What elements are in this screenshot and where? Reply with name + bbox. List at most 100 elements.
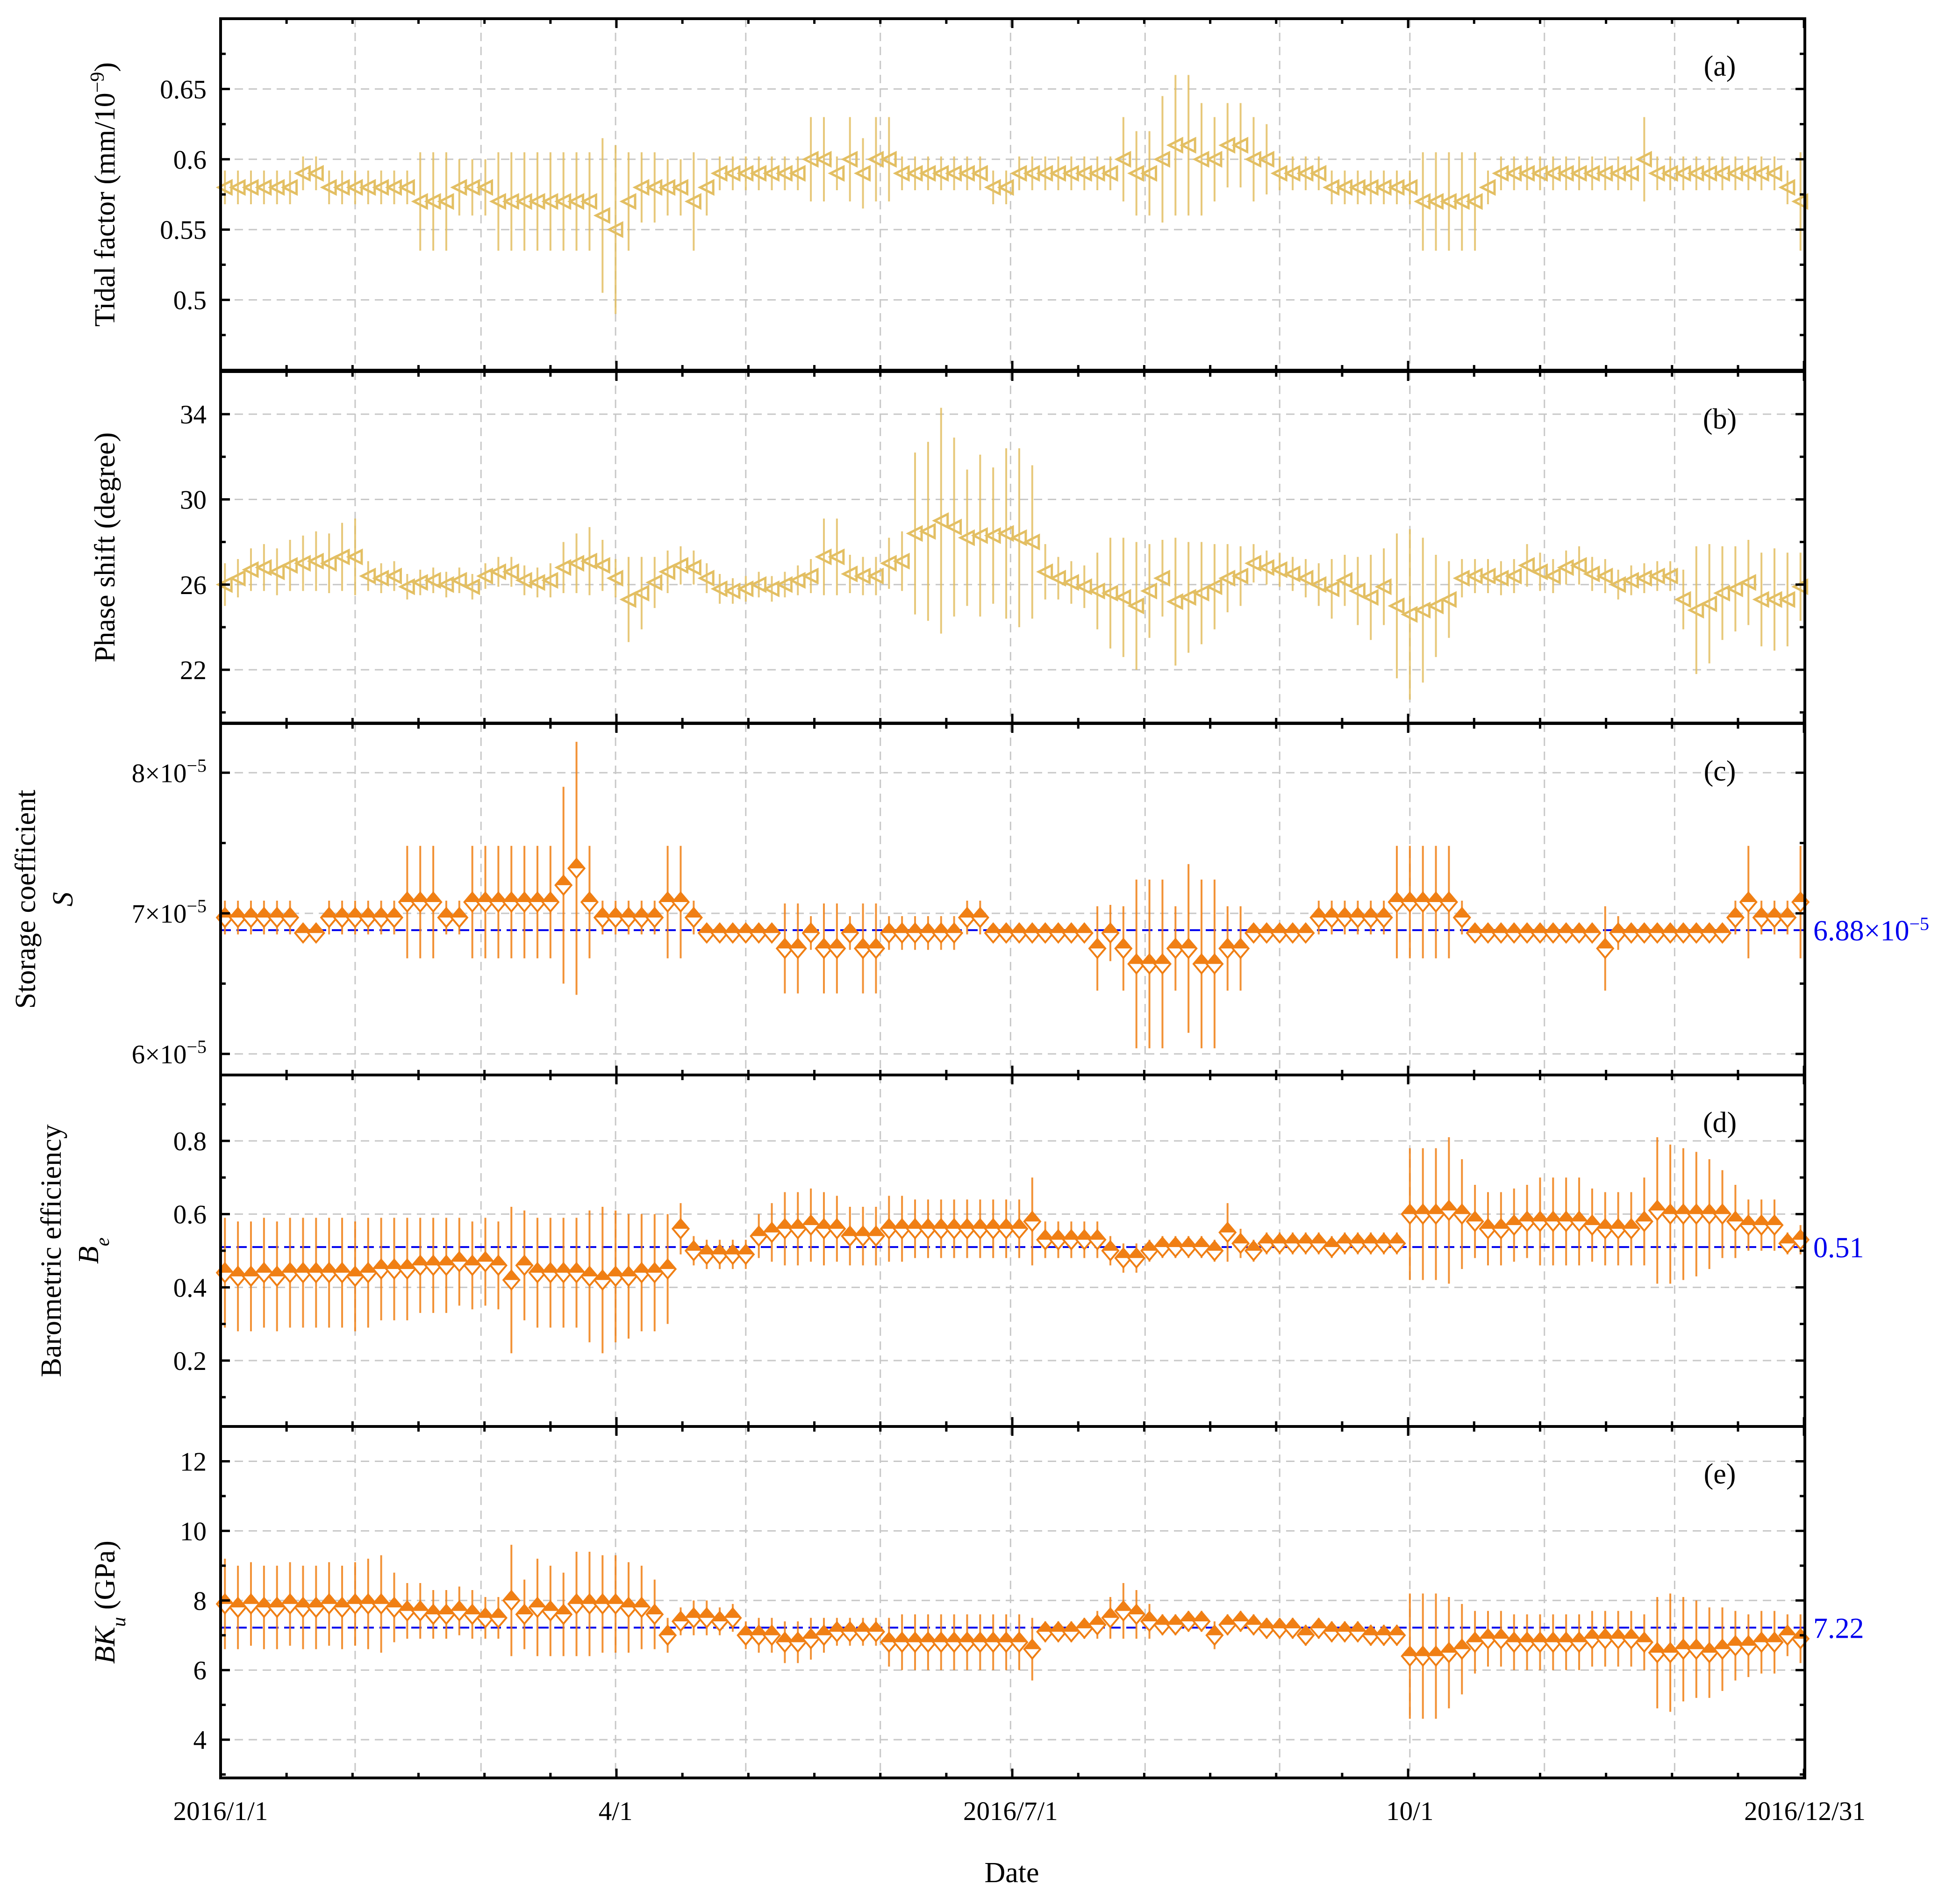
data-point: [229, 570, 246, 587]
data-point-fill: [399, 1260, 415, 1269]
data-point-fill: [581, 1267, 598, 1276]
data-point-fill: [907, 1219, 923, 1229]
data-point: [1010, 529, 1027, 546]
data-point-fill: [1584, 1629, 1600, 1639]
data-point-fill: [1388, 1626, 1405, 1635]
data-point-fill: [1219, 1615, 1236, 1625]
data-point-fill: [1454, 1640, 1470, 1649]
data-point-fill: [1740, 1216, 1757, 1225]
data-point-fill: [712, 1612, 728, 1621]
data-point-fill: [1310, 1234, 1327, 1244]
data-point: [281, 179, 298, 196]
data-point-fill: [243, 1594, 259, 1604]
data-point-fill: [608, 1267, 624, 1276]
data-point-fill: [1089, 1615, 1106, 1625]
data-point: [320, 555, 337, 572]
data-point-fill: [1180, 1238, 1197, 1247]
data-point: [1765, 165, 1782, 182]
data-point-fill: [1610, 1219, 1626, 1229]
data-point-fill: [764, 1223, 780, 1233]
data-point: [281, 557, 298, 574]
data-point-fill: [555, 875, 572, 885]
data-point-fill: [1545, 1633, 1561, 1642]
data-point-fill: [1402, 1204, 1418, 1214]
data-point-fill: [1141, 954, 1158, 964]
data-point: [606, 570, 623, 587]
data-point: [1622, 572, 1639, 589]
data-point-fill: [1154, 1615, 1171, 1625]
data-point-fill: [1337, 908, 1353, 918]
data-point: [1348, 582, 1366, 600]
data-point: [1140, 165, 1158, 182]
data-point-fill: [868, 939, 884, 949]
data-point: [1062, 574, 1079, 591]
data-point: [307, 165, 324, 182]
data-point-fill: [998, 924, 1015, 933]
data-point: [697, 179, 715, 196]
data-point: [1114, 589, 1131, 606]
y-tick-label: 30: [180, 485, 207, 515]
data-point: [1309, 576, 1327, 593]
data-point-fill: [1076, 1230, 1093, 1240]
y-axis-title: Tidal factor (mm/10−9): [87, 62, 121, 327]
data-point-fill: [621, 1267, 637, 1276]
data-point-fill: [907, 1633, 923, 1642]
data-point-fill: [1545, 924, 1561, 933]
data-point-fill: [412, 893, 429, 903]
data-point-fill: [412, 1601, 429, 1611]
data-point-fill: [568, 1594, 585, 1604]
data-point-fill: [477, 1252, 494, 1262]
data-point-fill: [1259, 1619, 1275, 1628]
data-point-fill: [1415, 1647, 1431, 1656]
data-point: [1283, 565, 1301, 583]
panel-e: 7.22 4 6 8 10 12 (e) BKu (GPa): [89, 1425, 1864, 1779]
data-point-fill: [803, 924, 819, 933]
data-point-fill: [1350, 1622, 1366, 1632]
data-point-fill: [1649, 1643, 1666, 1653]
x-tick-label: 10/1: [1386, 1797, 1433, 1826]
data-point-fill: [1194, 1238, 1210, 1247]
data-point-fill: [568, 1263, 585, 1273]
data-point-fill: [1493, 1629, 1509, 1639]
data-point: [1531, 563, 1548, 580]
y-tick-label: 22: [180, 656, 207, 685]
data-point-fill: [555, 1263, 572, 1273]
data-point-fill: [1011, 1219, 1027, 1229]
data-point: [293, 555, 311, 572]
data-point-fill: [256, 908, 272, 918]
data-point-fill: [881, 1219, 897, 1229]
data-point-fill: [1180, 939, 1197, 949]
data-point: [424, 572, 441, 589]
data-point: [1687, 602, 1704, 619]
data-point-fill: [737, 924, 754, 933]
data-point: [645, 574, 663, 591]
data-point-fill: [829, 939, 845, 949]
data-point-fill: [269, 908, 285, 918]
data-point-fill: [1167, 1238, 1184, 1247]
data-point-fill: [1636, 924, 1652, 933]
data-point-fill: [881, 924, 897, 933]
data-point-fill: [803, 1216, 819, 1225]
panel-tag: (a): [1704, 50, 1736, 82]
data-point-fill: [1623, 1629, 1639, 1639]
data-point-fill: [1701, 1204, 1717, 1214]
data-point-fill: [230, 908, 246, 918]
y-tick-label: 6×10−5: [132, 1036, 207, 1069]
data-point: [684, 559, 701, 576]
data-point-fill: [790, 1633, 806, 1642]
data-point: [841, 565, 858, 583]
data-point: [932, 512, 949, 530]
data-point-fill: [1206, 1626, 1223, 1635]
data-point-fill: [269, 1598, 285, 1608]
data-point-fill: [477, 1608, 494, 1618]
data-point-fill: [438, 1256, 454, 1266]
data-point: [1466, 193, 1483, 210]
data-point-fill: [933, 1633, 949, 1642]
data-point-fill: [542, 1263, 558, 1273]
data-point-fill: [1675, 1640, 1691, 1649]
data-point-fill: [1480, 924, 1496, 933]
data-point-fill: [1194, 954, 1210, 964]
data-point-fill: [686, 1608, 702, 1618]
data-point: [815, 150, 832, 168]
data-point: [893, 552, 910, 570]
